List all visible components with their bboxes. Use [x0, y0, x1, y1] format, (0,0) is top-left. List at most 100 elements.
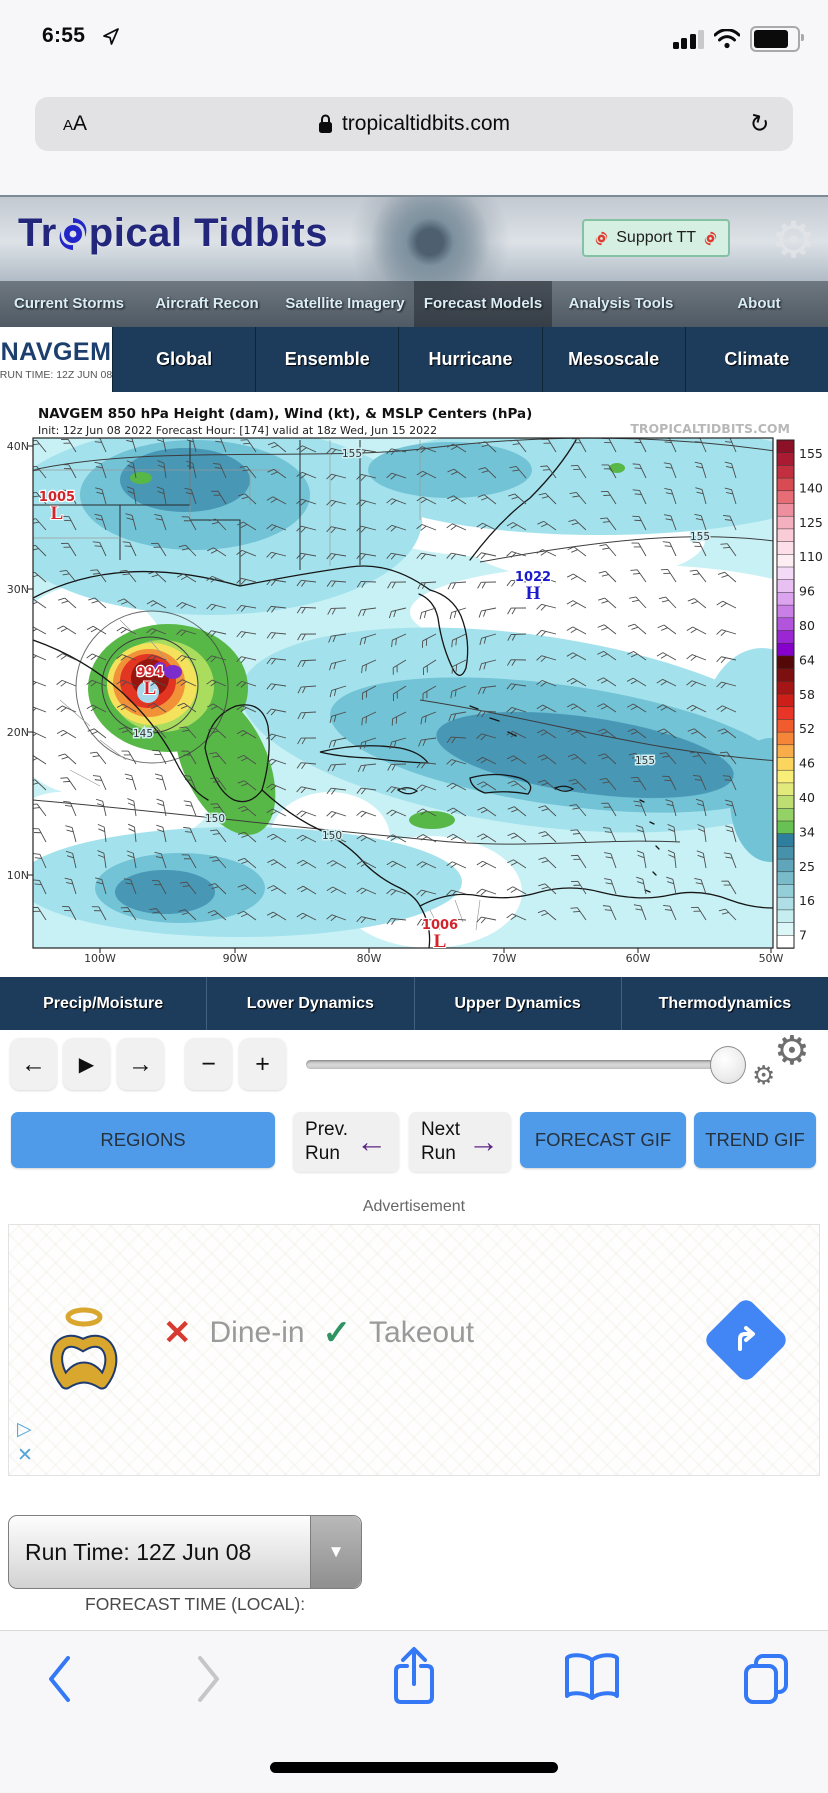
nav-item-forecast-models[interactable]: Forecast Models: [414, 281, 552, 327]
reload-button[interactable]: ↻: [745, 108, 773, 140]
svg-text:140: 140: [799, 480, 823, 495]
svg-text:125: 125: [799, 515, 823, 530]
regions-button[interactable]: REGIONS: [11, 1112, 275, 1168]
hurricane-red-icon: [596, 231, 608, 245]
model-bar: NAVGEM RUN TIME: 12Z JUN 08 Global Ensemb…: [0, 327, 828, 392]
model-id[interactable]: NAVGEM RUN TIME: 12Z JUN 08: [0, 327, 112, 392]
svg-text:34: 34: [799, 824, 815, 839]
site-logo[interactable]: Tr pical Tidbits: [18, 211, 328, 256]
directions-icon[interactable]: [702, 1296, 790, 1384]
main-nav: Current Storms Aircraft Recon Satellite Im…: [0, 281, 828, 327]
support-tt-button[interactable]: Support TT: [582, 219, 730, 257]
frame-slider-thumb[interactable]: [710, 1046, 746, 1084]
map-field: [33, 438, 773, 948]
svg-text:L: L: [434, 931, 447, 952]
browser-back-button[interactable]: [42, 1650, 78, 1708]
svg-text:155: 155: [342, 448, 362, 460]
next-run-arrow-icon: →: [468, 1124, 500, 1159]
step-back-button[interactable]: ←: [10, 1038, 57, 1090]
advertisement-label: Advertisement: [362, 1198, 466, 1215]
forecast-map[interactable]: NAVGEM 850 hPa Height (dam), Wind (kt), …: [0, 392, 828, 970]
model-name: NAVGEM: [0, 338, 112, 366]
svg-text:96: 96: [799, 584, 815, 599]
battery-icon: [750, 26, 804, 52]
model-tab-climate[interactable]: Climate: [684, 327, 828, 392]
frame-slider-track[interactable]: [306, 1060, 744, 1069]
field-tab-upper-dynamics[interactable]: Upper Dynamics: [413, 977, 621, 1030]
svg-text:1006: 1006: [422, 918, 458, 933]
svg-text:70W: 70W: [492, 952, 517, 965]
map-colorbar: 155 140 125 110 96 80 64 58 52 46 40 34 25 16 7: [776, 439, 823, 949]
home-indicator[interactable]: [270, 1762, 558, 1773]
prev-run-arrow-icon: ←: [355, 1124, 387, 1159]
svg-text:994: 994: [136, 665, 163, 680]
nav-item-analysis-tools[interactable]: Analysis Tools: [568, 294, 674, 312]
takeout-check-icon: ✓: [322, 1314, 352, 1352]
field-tab-thermodynamics[interactable]: Thermodynamics: [620, 977, 828, 1030]
svg-text:60W: 60W: [626, 952, 651, 965]
nav-item-satellite-imagery[interactable]: Satellite Imagery: [285, 294, 405, 312]
svg-text:1022: 1022: [515, 570, 551, 585]
svg-text:16: 16: [799, 893, 815, 908]
url-text[interactable]: tropicaltidbits.com: [341, 112, 511, 135]
model-tab-mesoscale[interactable]: Mesoscale: [541, 327, 685, 392]
browser-forward-button[interactable]: [190, 1650, 226, 1708]
status-icons: [672, 26, 804, 52]
advertisement[interactable]: ✕ Dine-in ✓ Takeout ▷ ✕: [8, 1224, 820, 1476]
svg-text:150: 150: [322, 830, 342, 842]
ad-close-icon[interactable]: ✕: [17, 1444, 33, 1466]
tabs-button[interactable]: [740, 1650, 792, 1706]
svg-text:145: 145: [133, 728, 153, 740]
map-watermark: TROPICALTIDBITS.COM: [630, 421, 790, 436]
lock-icon: [318, 114, 332, 133]
text-size-button[interactable]: AAAA: [63, 112, 88, 135]
right-arrow-icon: →: [128, 1049, 153, 1078]
support-tt-label: Support TT: [616, 229, 696, 246]
location-arrow-icon: [103, 28, 119, 45]
minus-icon: −: [201, 1049, 216, 1078]
share-button[interactable]: [388, 1644, 440, 1710]
map-frame: [32, 437, 774, 949]
nav-item-about[interactable]: About: [737, 294, 781, 312]
nav-item-current-storms[interactable]: Current Storms: [13, 294, 125, 312]
svg-text:7: 7: [799, 928, 807, 943]
model-tab-global[interactable]: Global: [112, 327, 256, 392]
bookmarks-button[interactable]: [562, 1652, 622, 1706]
zoom-in-button[interactable]: +: [239, 1038, 286, 1090]
address-bar[interactable]: AAAA tropicaltidbits.com ↻: [35, 97, 793, 151]
run-time-value: Run Time: 12Z Jun 08: [25, 1538, 252, 1565]
next-run-button[interactable]: Next Run →: [409, 1112, 511, 1172]
model-run-time: RUN TIME: 12Z JUN 08: [0, 369, 113, 381]
field-tab-precip-moisture[interactable]: Precip/Moisture: [43, 994, 164, 1012]
adchoices-icon[interactable]: ▷: [17, 1419, 32, 1440]
svg-text:L: L: [144, 678, 157, 699]
step-forward-button[interactable]: →: [117, 1038, 164, 1090]
zoom-out-button[interactable]: −: [185, 1038, 232, 1090]
clock: 6:55: [42, 24, 86, 47]
pretzel-logo: [50, 1307, 118, 1390]
dine-in-cross-icon: ✕: [163, 1314, 192, 1352]
nav-item-aircraft-recon[interactable]: Aircraft Recon: [155, 294, 259, 312]
prev-run-button[interactable]: Prev. Run ←: [293, 1112, 399, 1172]
run-time-dropdown[interactable]: Run Time: 12Z Jun 08 ▼: [8, 1515, 362, 1589]
svg-text:50W: 50W: [759, 952, 784, 965]
svg-text:80: 80: [799, 618, 815, 633]
map-axis-labels: 40N 30N 20N 10N 100W 90W 80W 70W 60W 50W: [7, 440, 784, 965]
field-tab-lower-dynamics[interactable]: Lower Dynamics: [206, 977, 413, 1030]
trend-gif-button[interactable]: TREND GIF: [694, 1112, 816, 1168]
svg-text:58: 58: [799, 687, 815, 702]
svg-text:20N: 20N: [7, 726, 29, 739]
svg-text:52: 52: [799, 721, 815, 736]
svg-text:155: 155: [690, 531, 710, 543]
model-tab-hurricane[interactable]: Hurricane: [398, 327, 542, 392]
plus-icon: +: [255, 1049, 270, 1078]
settings-gear-icon[interactable]: ⚙: [771, 212, 816, 268]
forecast-gif-button[interactable]: FORECAST GIF: [520, 1112, 686, 1168]
svg-text:110: 110: [799, 549, 823, 564]
play-button[interactable]: ▶: [63, 1038, 110, 1090]
map-settings-gears-icon[interactable]: ⚙ ⚙: [752, 1029, 810, 1090]
dropdown-arrow-icon: ▼: [310, 1516, 361, 1588]
model-tab-ensemble[interactable]: Ensemble: [255, 327, 399, 392]
svg-text:30N: 30N: [7, 583, 29, 596]
